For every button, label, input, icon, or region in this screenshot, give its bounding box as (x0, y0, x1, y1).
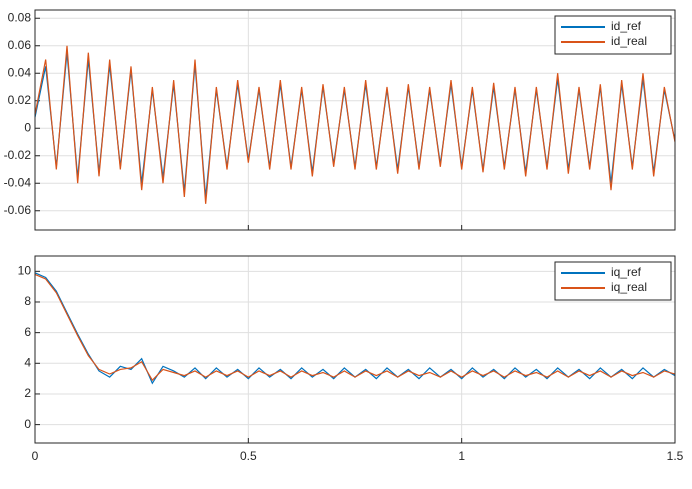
axes: -0.06 -0.04 -0.02 0 0.02 0.04 0.06 0.08 id_refid… (4, 9, 676, 231)
legend-box (554, 15, 672, 55)
y-tick-label: 4 (24, 355, 31, 369)
y-tick-label: 0.06 (8, 38, 32, 52)
x-tick-label: 1 (458, 449, 465, 463)
legend-label: iq_real (611, 280, 647, 294)
y-tick-label: -0.04 (4, 175, 32, 189)
series-line (34, 273, 676, 382)
legend-label: iq_ref (611, 265, 642, 279)
axes-frame (34, 255, 676, 444)
y-tick-label: 0.04 (8, 65, 32, 79)
y-tick-label: -0.02 (4, 148, 32, 162)
legend-label: id_ref (611, 19, 642, 33)
series-line (34, 45, 676, 204)
y-tick-label: -0.06 (4, 203, 32, 217)
legend-label: id_real (611, 34, 647, 48)
x-tick-label: 1.5 (667, 449, 684, 463)
x-tick-label: 0.5 (240, 449, 257, 463)
y-tick-label: 6 (24, 325, 31, 339)
y-tick-label: 2 (24, 386, 31, 400)
y-tick-label: 0.02 (8, 93, 32, 107)
axes-frame (34, 9, 676, 231)
x-tick-label: 0 (32, 449, 39, 463)
y-tick-label: 10 (18, 263, 32, 277)
y-tick-label: 8 (24, 294, 31, 308)
y-tick-label: 0 (24, 120, 31, 134)
y-tick-label: 0 (24, 417, 31, 431)
legend-box (554, 261, 672, 301)
y-tick-label: 0.08 (8, 10, 32, 24)
